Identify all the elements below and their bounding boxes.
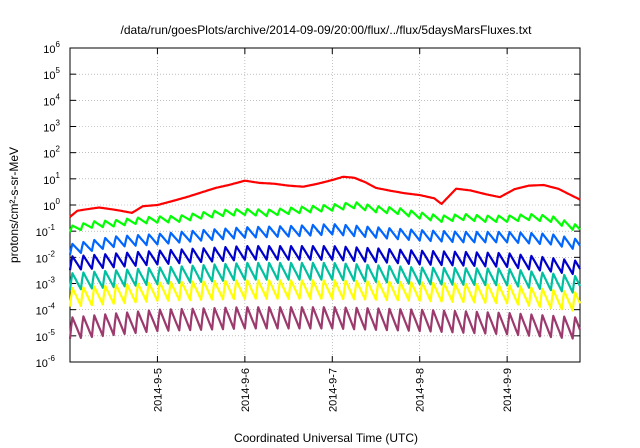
- y-tick-label: 10-4: [36, 302, 56, 318]
- y-tick-label: 10-1: [36, 223, 56, 239]
- chart-title: /data/run/goesPlots/archive/2014-09-09/2…: [121, 23, 533, 37]
- y-tick-label: 104: [43, 92, 60, 108]
- x-tick-label: 2014-9-7: [327, 368, 339, 412]
- y-tick-label: 10-2: [36, 249, 56, 265]
- series-line-7: [68, 306, 582, 340]
- series-lines: [68, 175, 582, 340]
- series-line-2: [68, 201, 581, 233]
- y-tick-label: 105: [43, 66, 60, 82]
- y-tick-label: 10-6: [36, 354, 56, 370]
- series-line-3: [68, 223, 581, 256]
- y-tick-label: 103: [43, 119, 60, 135]
- x-axis-title: Coordinated Universal Time (UTC): [234, 431, 418, 445]
- series-line-6: [68, 279, 582, 312]
- y-tick-label: 106: [43, 40, 60, 56]
- x-tick-label: 2014-9-6: [240, 368, 252, 412]
- y-tick-label: 10-3: [36, 276, 56, 292]
- x-tick-label: 2014-9-8: [415, 368, 427, 412]
- x-tick-label: 2014-9-5: [152, 368, 164, 412]
- series-line-4: [68, 245, 581, 276]
- y-axis-title: protons/cm²-s-sr-MeV: [7, 147, 21, 263]
- x-tick-label: 2014-9-9: [502, 368, 514, 412]
- y-tick-label: 10-5: [36, 328, 56, 344]
- series-line-1: [69, 175, 581, 218]
- y-tick-label: 100: [43, 197, 60, 213]
- series-line-5: [68, 261, 581, 294]
- y-tick-label: 101: [43, 171, 60, 187]
- x-ticks: 2014-9-5 2014-9-6 2014-9-7 2014-9-8 2014-9-9: [152, 48, 514, 412]
- y-tick-label: 102: [43, 145, 60, 161]
- y-ticks: 10-6 10-5 10-4 10-3 10-2 10-1 100 101 102 103 104 1…: [36, 40, 580, 370]
